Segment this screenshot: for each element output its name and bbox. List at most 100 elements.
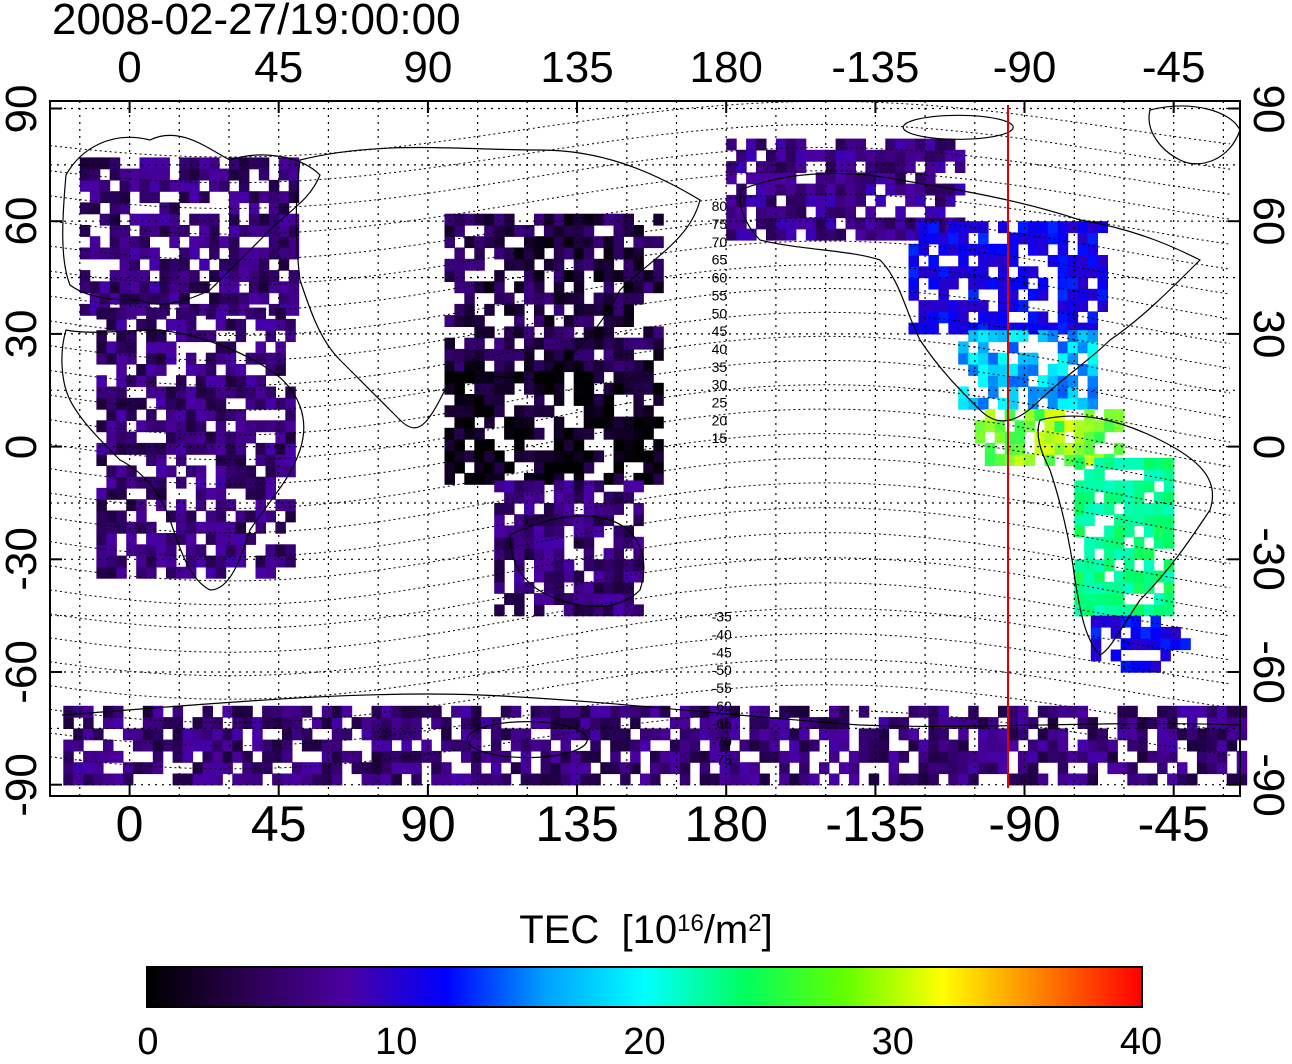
- tec-cell: [573, 491, 585, 504]
- tec-cell: [1047, 364, 1059, 376]
- tec-cell: [514, 480, 525, 493]
- tec-cell: [905, 161, 916, 173]
- tec-cell: [908, 705, 919, 718]
- tec-cell: [262, 739, 273, 752]
- tec-cell: [1133, 514, 1145, 527]
- tec-cell: [998, 762, 1009, 775]
- tec-cell: [553, 292, 565, 305]
- tec-cell: [514, 405, 525, 418]
- tec-cell: [122, 728, 134, 741]
- tec-cell: [573, 604, 585, 617]
- tec-cell: [603, 405, 615, 418]
- tec-cell: [948, 773, 959, 786]
- tec-cell: [494, 360, 505, 373]
- tec-cell: [998, 352, 1009, 365]
- tec-cell: [484, 303, 495, 316]
- tec-cell: [593, 416, 605, 429]
- tec-cell: [215, 566, 227, 579]
- tec-cell: [1057, 311, 1069, 324]
- tec-cell: [215, 397, 227, 410]
- tec-cell: [225, 375, 237, 388]
- tec-cell: [968, 364, 979, 376]
- tec-cell: [265, 566, 276, 579]
- tec-cell: [583, 604, 595, 617]
- tec-cell: [189, 179, 200, 192]
- tec-cell: [480, 773, 492, 786]
- tec-cell: [1077, 300, 1089, 312]
- tec-cell: [613, 213, 624, 226]
- tec-cell: [1147, 773, 1158, 786]
- tec-cell: [480, 717, 492, 729]
- tec-cell: [613, 292, 624, 305]
- tec-cell: [540, 705, 552, 718]
- tec-cell: [524, 472, 535, 485]
- tec-cell: [968, 277, 979, 290]
- tec-cell: [749, 773, 760, 786]
- tec-cell: [938, 717, 949, 729]
- tec-cell: [215, 544, 227, 557]
- tec-cell: [166, 442, 177, 455]
- tec-cell: [232, 705, 243, 718]
- tec-cell: [288, 281, 300, 294]
- tec-cell: [464, 281, 475, 294]
- tec-cell: [984, 442, 996, 455]
- tec-cell: [1153, 536, 1165, 549]
- tec-cell: [623, 480, 634, 493]
- tec-cell: [179, 292, 190, 305]
- tec-cell: [978, 311, 989, 324]
- tec-cell: [1117, 728, 1128, 741]
- tec-cell: [1114, 570, 1125, 583]
- tec-cell: [494, 548, 505, 560]
- tec-cell: [381, 773, 392, 786]
- tec-cell: [669, 717, 681, 729]
- tec-cell: [795, 194, 807, 207]
- tec-cell: [534, 480, 545, 493]
- tec-cell: [573, 371, 585, 384]
- contour-label: -55: [712, 680, 732, 696]
- tec-cell: [474, 348, 485, 361]
- tec-cell: [215, 375, 227, 388]
- tec-cell: [285, 409, 296, 421]
- tec-cell: [1004, 442, 1016, 455]
- tec-cell: [265, 386, 276, 399]
- tec-cell: [235, 318, 247, 331]
- tec-cell: [195, 431, 207, 444]
- tec-cell: [709, 705, 721, 718]
- tec-cell: [341, 750, 353, 763]
- tec-cell: [653, 394, 664, 406]
- tec-cell: [719, 705, 731, 718]
- tec-cell: [1153, 525, 1165, 538]
- tec-cell: [1114, 593, 1125, 605]
- tec-cell: [1034, 431, 1045, 444]
- tec-cell: [222, 739, 233, 752]
- tec-cell: [1084, 536, 1095, 549]
- tec-cell: [265, 318, 276, 331]
- tec-cell: [1163, 536, 1175, 549]
- tec-cell: [978, 352, 989, 365]
- tec-cell: [553, 536, 565, 549]
- tec-cell: [292, 705, 303, 718]
- tec-cell: [225, 465, 237, 478]
- tec-cell: [1120, 660, 1132, 673]
- tec-cell: [288, 168, 300, 181]
- tec-cell: [563, 593, 575, 605]
- tec-cell: [1137, 750, 1148, 763]
- tec-cell: [908, 322, 919, 335]
- tec-cell: [825, 183, 837, 196]
- tec-cell: [643, 281, 654, 294]
- tec-cell: [215, 465, 227, 478]
- tec-cell: [1027, 773, 1039, 786]
- tec-cell: [136, 442, 147, 455]
- tec-cell: [938, 243, 949, 256]
- tec-cell: [795, 138, 807, 151]
- tec-cell: [925, 172, 936, 185]
- tec-cell: [1130, 638, 1142, 651]
- tec-cell: [351, 750, 363, 763]
- tec-cell: [1124, 559, 1135, 572]
- tec-cell: [580, 705, 591, 718]
- tec-cell: [534, 315, 545, 327]
- tec-cell: [756, 161, 767, 173]
- geomagnetic-latitude-contours: [49, 100, 1231, 770]
- tec-cell: [471, 773, 482, 786]
- tec-cell: [746, 228, 757, 241]
